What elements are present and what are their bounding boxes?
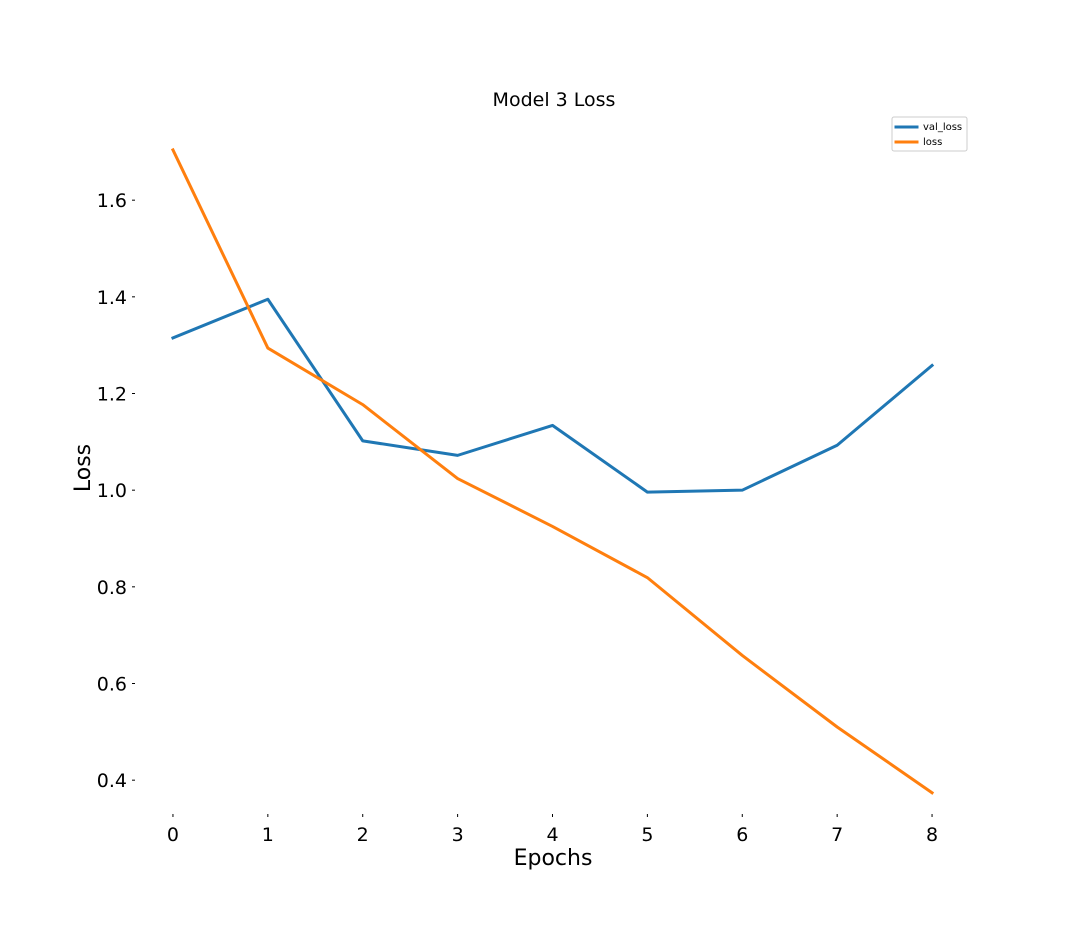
x-axis: 0 1 2 3 4 5 6 7 8 [167,814,938,846]
series-line-val-loss [170,297,935,494]
x-axis-label: Epochs [514,846,593,871]
y-tick-label-1: 0.6 [97,674,127,696]
x-tick-label-4: 4 [546,824,558,846]
y-tick-label-2: 0.8 [97,577,127,599]
y-axis: 0.4 0.6 0.8 1.0 1.2 1.4 1.6 [97,190,135,792]
legend: val_loss loss [891,116,968,152]
x-tick-label-5: 5 [641,824,653,846]
y-tick-label-3: 1.0 [97,480,127,502]
x-tick-label-2: 2 [357,824,369,846]
x-tick-label-6: 6 [736,824,748,846]
chart-title: Model 3 Loss [493,89,616,111]
x-tick-label-7: 7 [831,824,843,846]
legend-label-val-loss: val_loss [923,122,962,133]
x-tick-label-3: 3 [452,824,464,846]
y-tick-label-6: 1.6 [97,190,127,212]
x-tick-label-8: 8 [926,824,938,846]
series-layer [170,147,935,795]
y-tick-label-0: 0.4 [97,770,127,792]
series-line-loss [170,147,935,795]
y-tick-label-4: 1.2 [97,384,127,406]
y-tick-label-5: 1.4 [97,287,127,309]
x-tick-label-1: 1 [262,824,274,846]
x-tick-label-0: 0 [167,824,179,846]
y-axis-label: Loss [71,444,96,492]
legend-label-loss: loss [923,137,942,148]
